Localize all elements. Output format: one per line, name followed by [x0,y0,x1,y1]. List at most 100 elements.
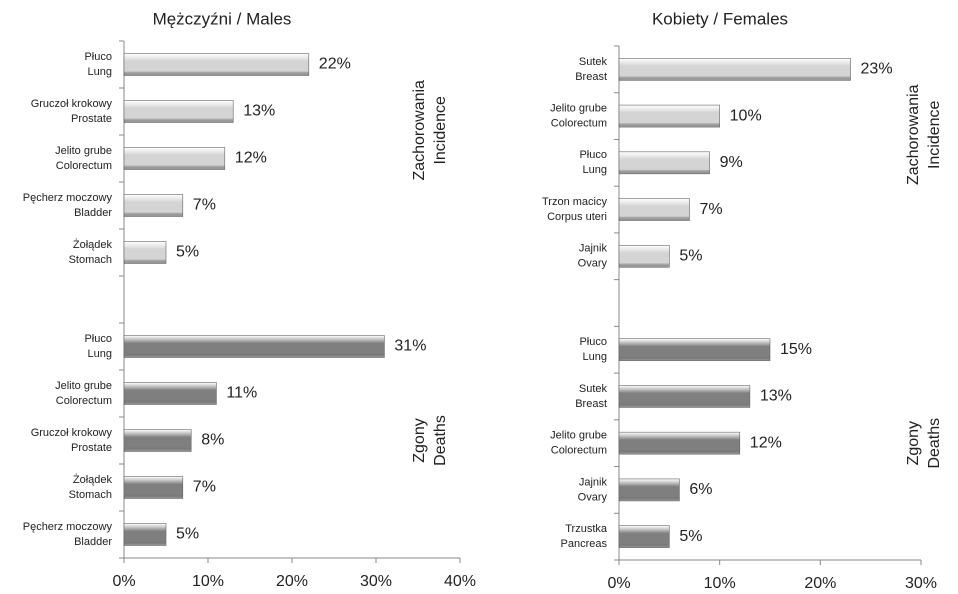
category-label: Pęcherz moczowy [23,192,113,204]
category-label: Stomach [69,254,112,266]
category-label: Płuco [579,149,607,161]
value-label: 23% [861,61,893,78]
category-label: Gruczoł krokowy [31,98,113,110]
category-label: Płuco [84,51,112,63]
x-tick-label: 30% [360,573,392,590]
category-label: Corpus uteri [547,211,607,223]
category-label: Colorectum [551,445,607,457]
bar [618,198,690,221]
group-label: Incidence [432,96,449,165]
group-label: Zachorowania [411,80,428,181]
value-label: 22% [319,56,351,73]
value-label: 6% [689,481,712,498]
value-label: 5% [679,528,702,545]
category-label: Żołądek [73,238,113,251]
category-label: Żołądek [73,473,113,486]
value-label: 8% [201,432,224,449]
x-tick-label: 0% [112,573,135,590]
value-label: 5% [176,526,199,543]
value-label: 7% [699,201,722,218]
category-label: Lung [88,66,112,78]
category-label: Colorectum [551,117,607,129]
category-label: Prostate [71,442,112,454]
bar [123,429,192,452]
category-label: Breast [575,71,607,83]
category-label: Stomach [69,489,112,501]
category-label: Trzon macicy [542,196,607,208]
category-label: Płuco [84,333,112,345]
bar [123,241,167,264]
category-label: Płuco [579,336,607,348]
bar [123,147,226,170]
x-tick-label: 0% [607,575,630,592]
value-label: 13% [760,388,792,405]
bar [123,100,234,123]
group-label: Deaths [432,415,449,466]
bar [123,194,184,217]
group-label: Deaths [926,418,943,469]
value-label: 7% [193,197,216,214]
bar [618,478,680,502]
bar [618,385,751,408]
bar [123,476,184,499]
bar [123,382,217,405]
category-label: Pęcherz moczowy [23,521,113,533]
category-label: Colorectum [56,395,112,407]
category-label: Jelito grube [55,380,112,392]
category-label: Jajnik [579,243,608,255]
category-label: Prostate [71,113,112,125]
bar [618,58,851,81]
bar [618,431,741,455]
category-label: Colorectum [56,160,112,172]
category-label: Bladder [74,536,112,548]
value-label: 12% [750,434,782,451]
x-tick-label: 40% [444,573,476,590]
bar [618,338,771,362]
value-label: 9% [720,154,743,171]
x-tick-label: 10% [192,573,224,590]
category-label: Trzustka [565,523,608,535]
chart-title: Kobiety / Females [652,9,788,28]
bar [618,151,710,175]
group-label: Incidence [926,100,943,169]
value-label: 11% [226,385,257,402]
group-label: Zachorowania [905,84,922,185]
x-tick-label: 20% [804,575,836,592]
x-tick-label: 20% [276,573,308,590]
category-label: Sutek [579,383,608,395]
category-label: Gruczoł krokowy [31,427,113,439]
category-label: Jelito grube [55,145,112,157]
group-label: Zgony [905,421,922,465]
x-tick-label: 30% [905,575,937,592]
category-label: Ovary [578,491,608,503]
category-label: Sutek [579,56,608,68]
category-label: Bladder [74,207,112,219]
value-label: 5% [176,244,199,261]
bar [618,104,720,128]
value-label: 5% [679,247,702,264]
category-label: Jelito grube [550,430,607,442]
value-label: 12% [235,150,267,167]
chart-title: Mężczyźni / Males [153,9,292,28]
category-label: Breast [575,398,607,410]
value-label: 31% [394,338,426,355]
bar [123,53,310,76]
x-tick-label: 10% [704,575,736,592]
category-label: Lung [88,348,112,360]
bar [123,523,167,546]
category-label: Ovary [578,258,608,270]
group-label: Zgony [411,418,428,462]
category-label: Jelito grube [550,102,607,114]
category-label: Lung [583,164,607,176]
value-label: 10% [730,107,762,124]
category-label: Jajnik [579,476,608,488]
category-label: Lung [583,351,607,363]
category-label: Pancreas [561,538,608,550]
bar [618,525,670,548]
value-label: 15% [780,341,812,358]
value-label: 7% [193,479,216,496]
bar [123,335,385,358]
bar [618,244,670,268]
value-label: 13% [243,103,275,120]
